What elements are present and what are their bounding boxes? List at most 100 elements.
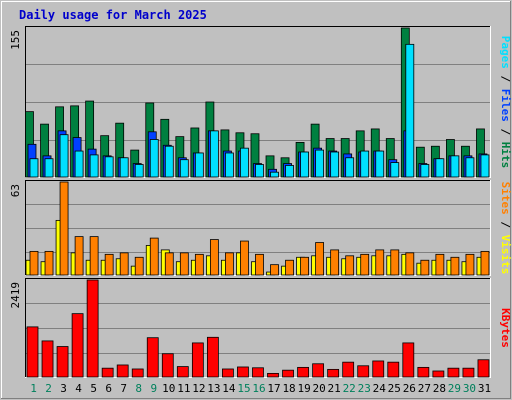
x-tick-label: 6 — [105, 382, 112, 395]
hits-panel-label-separator: / — [499, 122, 512, 142]
pages-bar — [225, 152, 234, 178]
sites-bar — [270, 264, 279, 276]
panel-kbytes: 2419 KBytes — [9, 278, 512, 378]
pages-bar — [285, 165, 294, 178]
x-tick-label: 9 — [150, 382, 157, 395]
kbytes-bar — [387, 361, 400, 378]
x-tick-label: 1 — [30, 382, 37, 395]
sites-bar — [119, 252, 129, 276]
pages-bar — [375, 150, 385, 178]
sites-bar — [194, 253, 204, 276]
sites-bar — [420, 259, 430, 276]
kbytes-bar — [41, 340, 54, 378]
x-tick-label: 17 — [267, 382, 280, 395]
pages-bar — [104, 156, 114, 178]
x-tick-label: 12 — [192, 382, 205, 395]
kbytes-bar — [312, 363, 325, 378]
kbytes-bar — [372, 360, 385, 378]
x-tick-label: 28 — [433, 382, 446, 395]
pages-bar — [149, 139, 159, 178]
kbytes-bar — [206, 336, 219, 378]
sites-bar — [209, 239, 219, 276]
sites-bar — [300, 256, 309, 276]
kbytes-bar — [161, 353, 174, 378]
x-tick-label: 11 — [177, 382, 190, 395]
sites-bar — [465, 253, 475, 276]
kbytes-bar — [191, 342, 204, 378]
pages-bar — [435, 158, 445, 178]
kbytes-bar — [327, 368, 340, 378]
kbytes-bar — [86, 279, 99, 378]
kbytes-bar — [116, 364, 129, 378]
x-tick-label: 7 — [120, 382, 127, 395]
kbytes-panel-legend-kbytes: KBytes — [499, 308, 512, 348]
kbytes-bar — [477, 359, 490, 378]
pages-bar — [119, 157, 129, 178]
x-tick-label: 31 — [478, 382, 491, 395]
pages-bar — [179, 159, 189, 178]
kbytes-bar — [222, 368, 234, 378]
pages-bar — [330, 151, 340, 178]
kbytes-bar — [146, 337, 159, 378]
x-tick-label: 13 — [207, 382, 220, 395]
x-tick-label: 3 — [60, 382, 67, 395]
x-tick-label: 19 — [297, 382, 310, 395]
x-axis-labels: 1 2 3 4 5 6 7 8 9 10 11 12 13 14 15 16 17 18 19 20 21 22 23 24 2… — [30, 382, 491, 395]
pages-bar — [255, 164, 264, 178]
x-tick-label: 16 — [252, 382, 265, 395]
kbytes-bar — [176, 366, 189, 378]
x-tick-label: 25 — [388, 382, 401, 395]
pages-bar — [450, 155, 460, 178]
x-tick-label: 18 — [282, 382, 295, 395]
kbytes-bar — [342, 361, 355, 378]
visits-panel-legend-visits: Visits — [499, 235, 512, 275]
kbytes-panel-ymax-label: 2419 — [9, 282, 22, 309]
sites-bar — [360, 253, 370, 276]
pages-bar — [240, 147, 249, 178]
pages-bar — [44, 158, 54, 178]
sites-bar — [104, 253, 114, 276]
hits-panel-legend-pages: Pages — [499, 36, 512, 69]
sites-bar — [74, 236, 84, 276]
sites-bar — [390, 249, 400, 276]
sites-bar — [435, 253, 445, 276]
sites-bar — [29, 250, 39, 276]
visits-panel-label-separator: / — [499, 215, 512, 235]
kbytes-panel-series-label: KBytes — [499, 308, 512, 348]
sites-bar — [345, 255, 355, 276]
sites-bar — [149, 237, 159, 276]
hits-panel-series-label: Pages / Files / Hits — [499, 36, 512, 169]
sites-bar — [405, 252, 415, 276]
x-tick-label: 21 — [328, 382, 341, 395]
sites-bar — [164, 252, 174, 276]
kbytes-bar — [357, 365, 370, 378]
x-tick-label: 27 — [418, 382, 431, 395]
hits-panel-label-separator: / — [499, 69, 512, 89]
sites-bar — [179, 252, 189, 276]
kbytes-bar — [237, 366, 249, 378]
kbytes-bar — [252, 367, 264, 378]
pages-bar — [315, 149, 325, 178]
pages-bar — [209, 130, 219, 178]
sites-bar — [59, 181, 69, 276]
panel-visits-sites: 63 Sites / Visits — [9, 180, 512, 276]
sites-bar — [450, 256, 460, 276]
sites-bar — [375, 249, 385, 276]
kbytes-bar — [447, 367, 460, 378]
pages-bar — [59, 134, 69, 178]
visits-panel-ymax-label: 63 — [9, 184, 22, 197]
x-tick-label: 4 — [75, 382, 82, 395]
kbytes-bar — [101, 367, 114, 378]
pages-bar — [89, 154, 99, 178]
x-tick-label: 10 — [162, 382, 175, 395]
kbytes-bar — [267, 372, 279, 378]
sites-bar — [255, 253, 264, 276]
hits-panel-ymax-label: 155 — [9, 30, 22, 50]
x-tick-label: 2 — [45, 382, 52, 395]
kbytes-bar — [26, 326, 39, 378]
x-tick-label: 5 — [90, 382, 97, 395]
x-tick-label: 15 — [237, 382, 250, 395]
pages-bar — [360, 150, 370, 178]
pages-bar — [74, 150, 84, 178]
